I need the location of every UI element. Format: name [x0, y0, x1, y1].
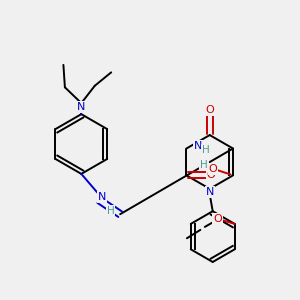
Text: H: H	[200, 160, 208, 170]
Text: N: N	[98, 192, 106, 202]
Text: H: H	[202, 145, 210, 155]
Text: N: N	[194, 140, 202, 151]
Text: N: N	[206, 187, 214, 197]
Text: H: H	[107, 206, 115, 216]
Text: O: O	[213, 214, 222, 224]
Text: O: O	[207, 170, 216, 180]
Text: N: N	[77, 102, 86, 112]
Text: O: O	[205, 105, 214, 115]
Text: O: O	[208, 164, 217, 174]
